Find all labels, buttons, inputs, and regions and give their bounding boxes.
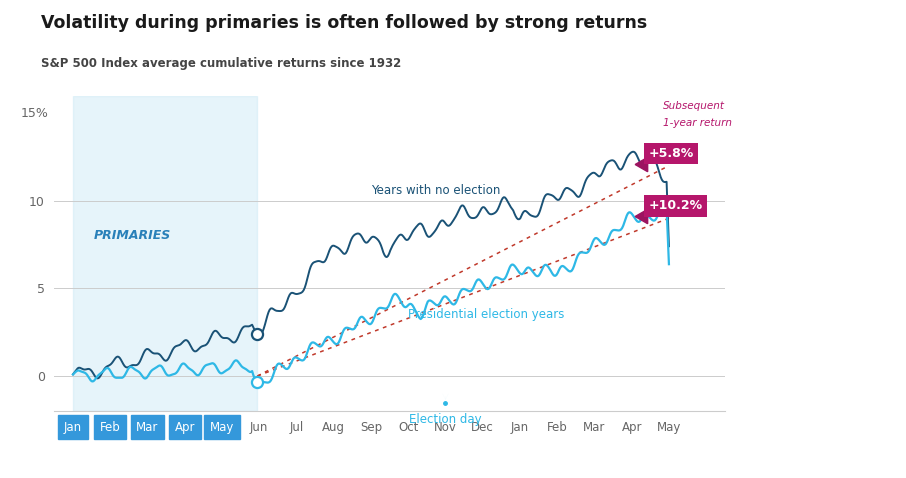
- Text: Subsequent: Subsequent: [663, 101, 726, 111]
- Text: 1-year return: 1-year return: [663, 119, 732, 129]
- Bar: [73, 96, 257, 411]
- Text: +5.8%: +5.8%: [649, 147, 694, 160]
- Text: 15%: 15%: [21, 107, 49, 120]
- Text: Years with no election: Years with no election: [371, 184, 500, 197]
- Text: Volatility during primaries is often followed by strong returns: Volatility during primaries is often fol…: [41, 14, 647, 33]
- Text: Presidential election years: Presidential election years: [409, 308, 564, 321]
- Text: +10.2%: +10.2%: [649, 199, 702, 212]
- Text: Election day: Election day: [410, 413, 482, 426]
- Text: PRIMARIES: PRIMARIES: [94, 229, 171, 242]
- Text: S&P 500 Index average cumulative returns since 1932: S&P 500 Index average cumulative returns…: [41, 57, 401, 70]
